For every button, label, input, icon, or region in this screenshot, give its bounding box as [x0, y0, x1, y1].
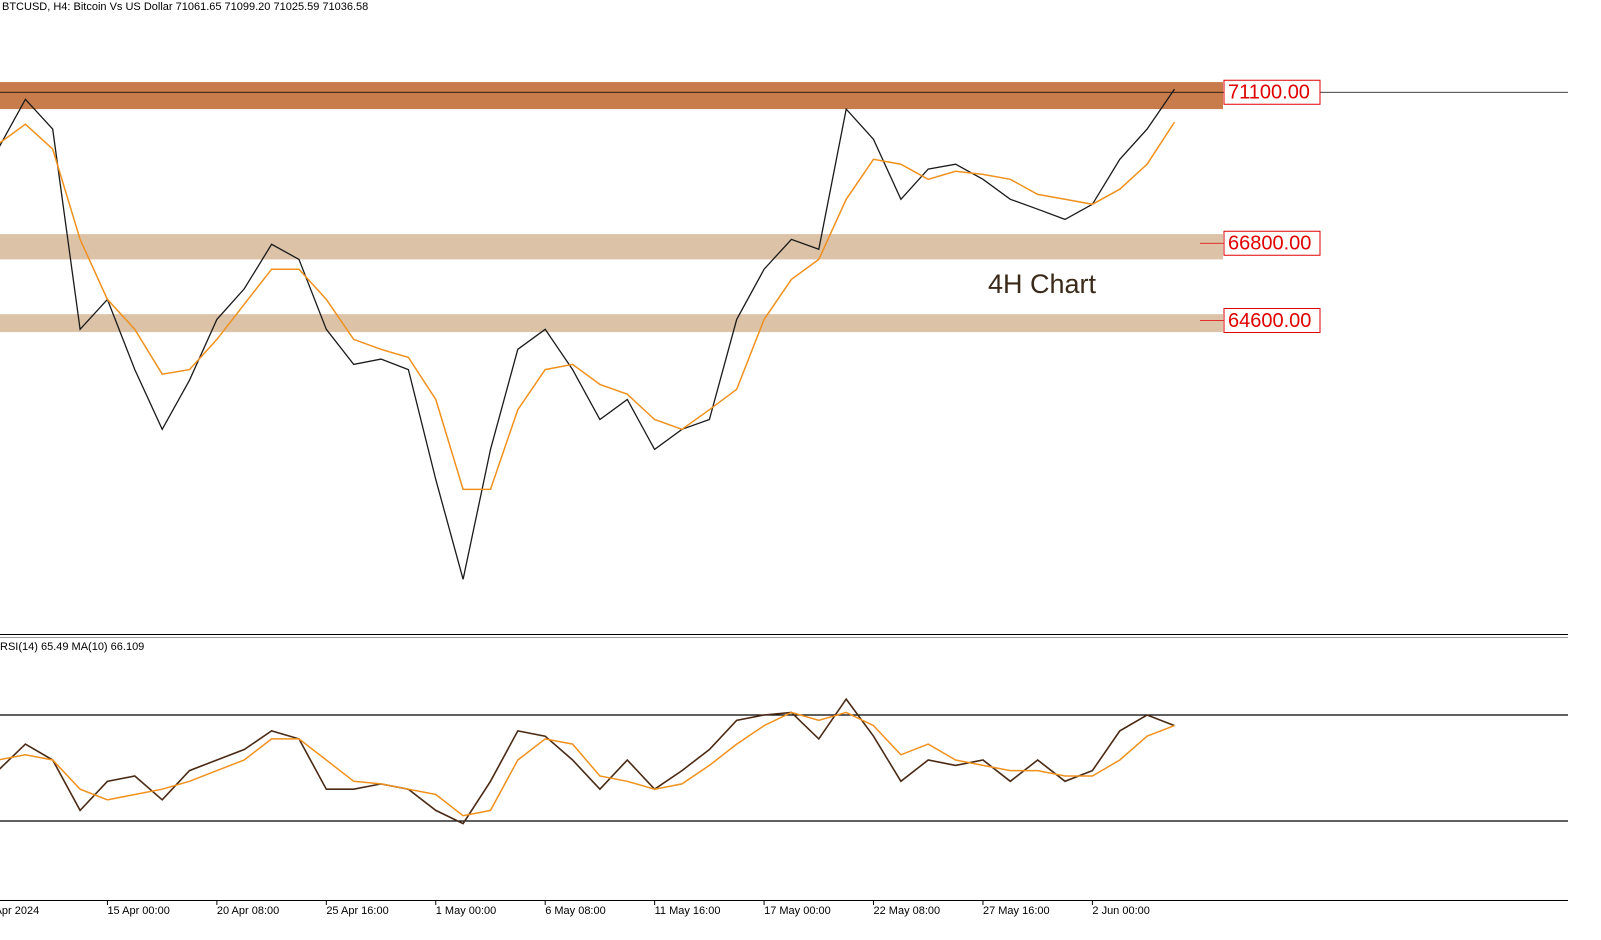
x-tick-label: 15 Apr 00:00 — [107, 905, 169, 917]
x-tick-label: 17 May 00:00 — [764, 905, 831, 917]
x-tick-label: 9 Apr 2024 — [0, 905, 39, 917]
rsi-line — [0, 697, 1175, 825]
x-tick-label: 27 May 16:00 — [983, 905, 1050, 917]
annotation: 4H Chart — [988, 269, 1097, 299]
x-tick-label: 11 May 16:00 — [655, 905, 721, 917]
level-box — [1223, 230, 1321, 256]
zone — [0, 314, 1223, 333]
x-tick-label: 20 Apr 08:00 — [217, 905, 279, 917]
x-tick-label: 2 Jun 00:00 — [1092, 905, 1150, 917]
zone — [0, 234, 1223, 260]
rsi-title: RSI(14) 65.49 MA(10) 66.109 — [0, 641, 144, 653]
level-box — [1223, 79, 1321, 105]
zone — [0, 82, 1223, 110]
chart-title: BTCUSD, H4: Bitcoin Vs US Dollar 71061.6… — [2, 1, 368, 13]
level-label: 71100.00 — [1228, 82, 1310, 104]
x-tick-label: 1 May 00:00 — [436, 905, 497, 917]
level-box — [1223, 307, 1321, 333]
price-line-series — [0, 88, 1176, 580]
level-label: 66800.00 — [1228, 233, 1311, 255]
x-tick-label: 6 May 08:00 — [545, 905, 606, 917]
level-label: 64600.00 — [1228, 310, 1311, 332]
moving-average — [0, 121, 1176, 491]
rsi-ma — [0, 711, 1175, 817]
x-tick-label: 25 Apr 16:00 — [326, 905, 388, 917]
x-tick-label: 22 May 08:00 — [874, 905, 941, 917]
